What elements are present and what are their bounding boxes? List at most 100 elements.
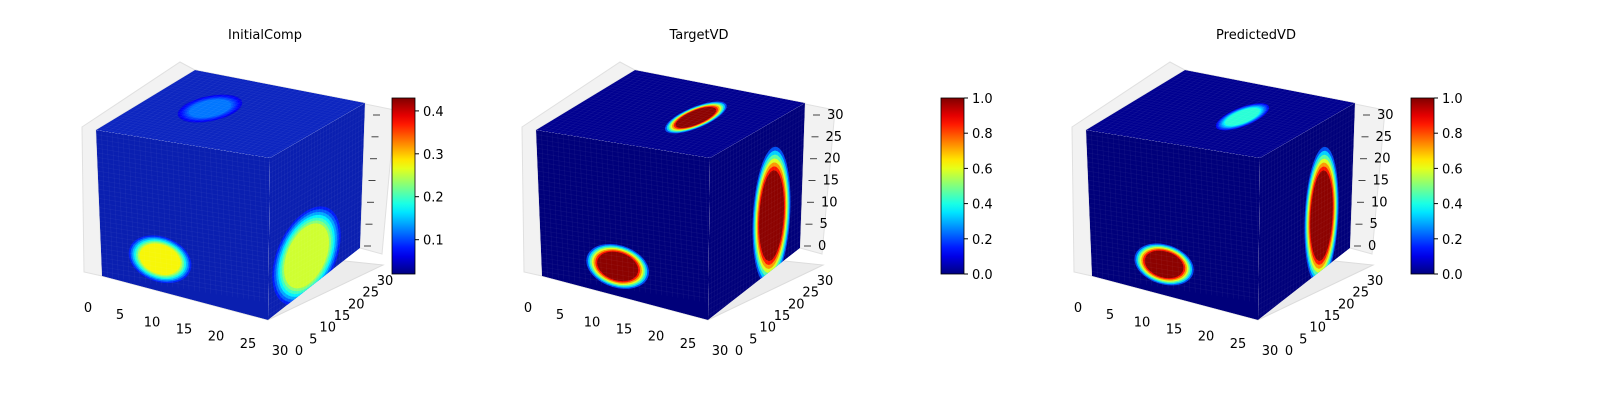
front-blob-0-layer-6 <box>139 243 181 275</box>
colorbar-tick-label: 1.0 <box>1442 92 1463 107</box>
y-tick-label: 25 <box>362 286 379 301</box>
right-voxel-grid <box>268 104 365 319</box>
y-tick-label: 0 <box>735 344 743 359</box>
front-blobs <box>1134 243 1194 286</box>
colorbar-tick-label: 0.4 <box>423 105 444 120</box>
x-tick-label: 0 <box>84 301 92 316</box>
chart-title: InitialComp <box>228 28 302 43</box>
y-tick-label: 5 <box>749 332 757 347</box>
top-blob-0-layer-6 <box>1224 107 1260 126</box>
z-tick-label: 20 <box>1374 152 1391 167</box>
x-tick-label: 15 <box>616 323 633 338</box>
y-tick-label: 30 <box>377 274 394 289</box>
colorbar-tick-label: 1.0 <box>972 92 993 107</box>
colorbar-tick-label: 0.2 <box>423 191 444 206</box>
colorbar-tick-label: 0.8 <box>1442 127 1463 142</box>
front-blob-0-layer-6 <box>1144 250 1184 279</box>
cube-right-face <box>708 103 805 320</box>
x-tick-label: 20 <box>208 330 225 345</box>
z-tick-label: 15 <box>1373 174 1390 189</box>
cube-front-face <box>1086 130 1260 320</box>
cube-top-face <box>536 70 805 158</box>
top-blobs <box>1215 103 1270 131</box>
y-tick-label: 30 <box>1367 274 1384 289</box>
z-tick-label: 15 <box>823 174 840 189</box>
right-blobs <box>1304 146 1339 285</box>
y-tick-label: 10 <box>1309 321 1326 336</box>
y-tick-label: 20 <box>1338 297 1355 312</box>
x-tick-label: 25 <box>240 337 257 352</box>
z-tick-label: 30 <box>1377 108 1394 123</box>
cube-right-face <box>1258 103 1355 320</box>
x-tick-label: 10 <box>144 315 161 330</box>
y-tick-label: 20 <box>348 297 365 312</box>
x-tick-label: 30 <box>1262 344 1279 359</box>
z-tick-label: 20 <box>824 152 841 167</box>
x-tick-label: 15 <box>176 323 193 338</box>
colorbar-tick-label: 0.8 <box>972 127 993 142</box>
top-blob-0-layer-6 <box>188 99 232 118</box>
y-tick-label: 5 <box>1299 332 1307 347</box>
x-tick-label: 10 <box>584 315 601 330</box>
z-tick-label: 25 <box>826 130 843 145</box>
colorbar-tick-label: 0.4 <box>1442 198 1463 213</box>
top-blob-0-layer-6 <box>675 106 717 128</box>
z-tick-label: 10 <box>1371 195 1388 210</box>
colorbar <box>391 97 416 275</box>
top-face-fill <box>536 70 805 158</box>
front-face-fill <box>1086 130 1260 320</box>
z-tick-label: 10 <box>821 195 838 210</box>
right-voxel-grid <box>1258 104 1355 319</box>
colorbar-tick-label: 0.2 <box>1442 233 1463 248</box>
front-blobs <box>586 243 649 289</box>
colorbar <box>940 97 965 275</box>
front-voxel-grid <box>1086 130 1260 304</box>
z-tick-label: 0 <box>818 239 826 254</box>
x-tick-label: 20 <box>1198 330 1215 345</box>
colorbar-tick-label: 0.6 <box>972 162 993 177</box>
x-tick-label: 0 <box>524 301 532 316</box>
right-blob-0-layer-6 <box>759 170 785 261</box>
top-voxel-grid <box>1089 70 1352 158</box>
front-voxel-grid <box>536 130 710 304</box>
y-tick-label: 10 <box>319 321 336 336</box>
x-tick-label: 30 <box>712 344 729 359</box>
x-tick-label: 25 <box>680 337 697 352</box>
z-tick-label: 5 <box>1370 217 1378 232</box>
cube-top-face <box>96 70 365 158</box>
y-tick-label: 15 <box>334 309 351 324</box>
colorbar-tick-label: 0.6 <box>1442 162 1463 177</box>
x-tick-label: 30 <box>272 344 289 359</box>
y-tick-label: 25 <box>1352 286 1369 301</box>
right-blob-0-layer-6 <box>284 223 329 289</box>
z-tick-label: 5 <box>820 217 828 232</box>
cube-top-face <box>1086 70 1355 158</box>
y-tick-label: 5 <box>309 332 317 347</box>
colorbar-tick-label: 0.2 <box>972 233 993 248</box>
top-blobs <box>665 101 727 134</box>
x-tick-label: 25 <box>1230 337 1247 352</box>
front-voxel-grid <box>96 130 270 304</box>
colorbar-tick-label: 0.0 <box>972 268 993 283</box>
front-blobs <box>128 235 192 284</box>
x-tick-label: 15 <box>1166 323 1183 338</box>
y-tick-label: 20 <box>788 297 805 312</box>
y-tick-label: 15 <box>1324 309 1341 324</box>
z-tick-label: 0 <box>1368 239 1376 254</box>
colorbar-tick-label: 0.4 <box>972 198 993 213</box>
colorbar-tick-label: 0.0 <box>1442 268 1463 283</box>
x-tick-label: 20 <box>648 330 665 345</box>
right-blobs <box>752 146 791 285</box>
x-tick-label: 10 <box>1134 315 1151 330</box>
y-tick-label: 10 <box>759 321 776 336</box>
right-blob-0-layer-6 <box>1310 170 1333 261</box>
z-tick-label: 30 <box>827 108 844 123</box>
cube-front-face <box>536 130 710 320</box>
y-tick-label: 15 <box>774 309 791 324</box>
x-tick-label: 0 <box>1074 301 1082 316</box>
z-tick-label: 25 <box>1376 130 1393 145</box>
